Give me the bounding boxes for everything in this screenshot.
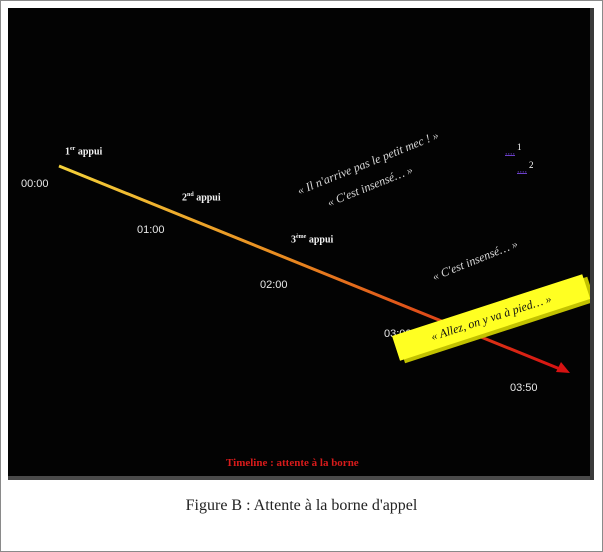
appui-2: 2nd appui bbox=[182, 192, 221, 204]
appui-1: 1er appui bbox=[65, 146, 103, 158]
timeline-slide: 00:00 01:00 02:00 03:00 03:50 1er appui … bbox=[8, 8, 594, 476]
figure-caption: Figure B : Attente à la borne d'appel bbox=[185, 497, 418, 514]
link-badge-2[interactable]: .... 2 bbox=[517, 160, 534, 176]
time-label-0000: 00:00 bbox=[21, 178, 49, 190]
appui-3: 3ème appui bbox=[291, 234, 334, 246]
time-label-0100: 01:00 bbox=[137, 224, 165, 236]
time-label-0200: 02:00 bbox=[260, 279, 288, 291]
slide-right-edge bbox=[590, 8, 594, 480]
slide-bottom-edge bbox=[8, 476, 594, 480]
slide-title: Timeline : attente à la borne bbox=[226, 457, 359, 469]
time-label-0350: 03:50 bbox=[510, 382, 538, 394]
link-badge-1[interactable]: .... 1 bbox=[505, 142, 522, 158]
